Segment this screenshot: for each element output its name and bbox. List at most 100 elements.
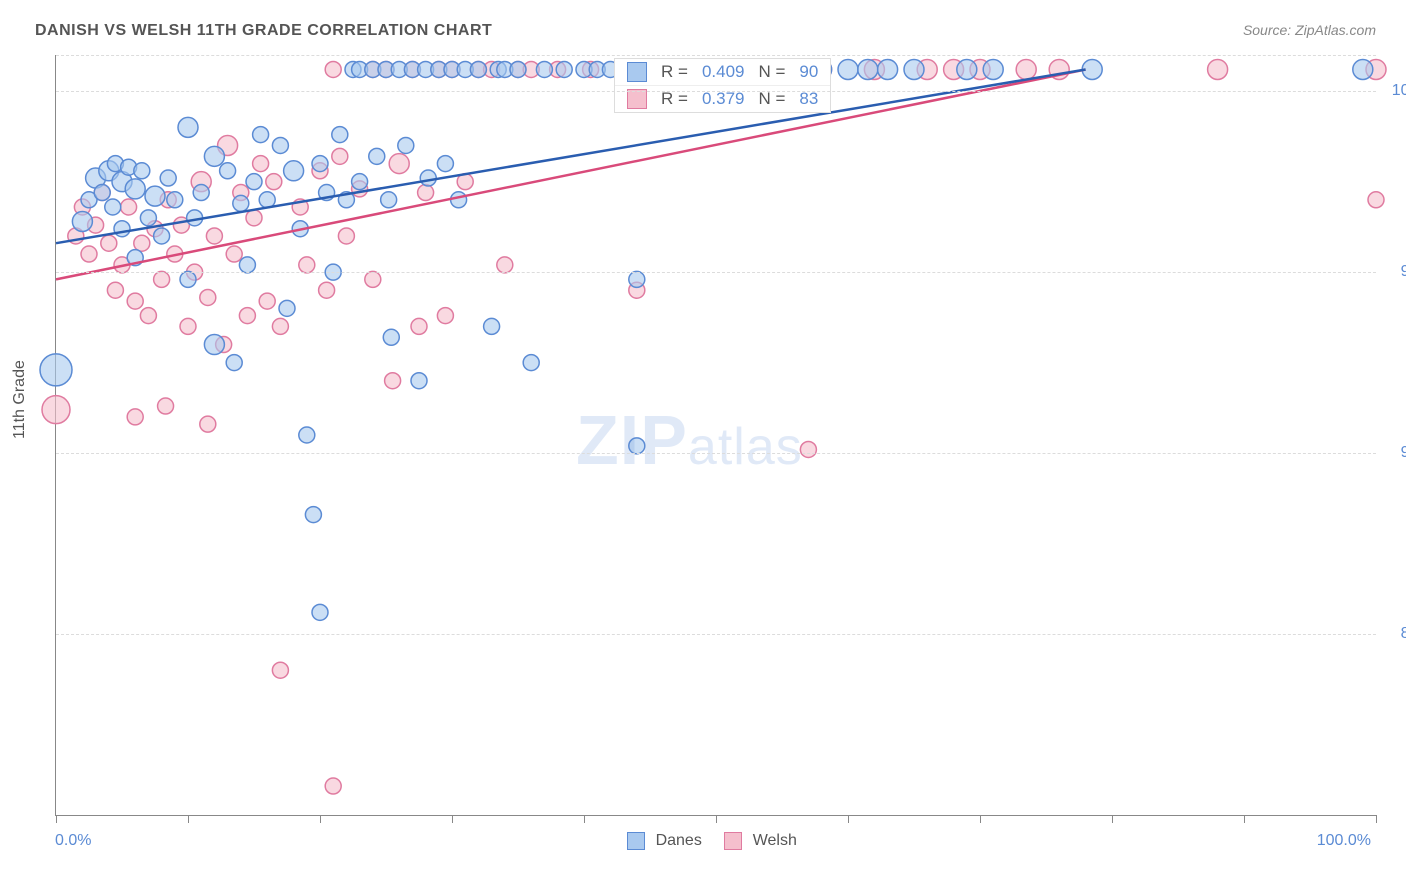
danes-point: [858, 59, 878, 79]
welsh-point: [127, 409, 143, 425]
y-tick-label: 100.0%: [1392, 82, 1406, 100]
welsh-point: [437, 308, 453, 324]
danes-point: [470, 61, 486, 77]
danes-point: [40, 354, 72, 386]
legend-danes-swatch-icon: [627, 832, 645, 850]
danes-point: [383, 329, 399, 345]
danes-point: [838, 59, 858, 79]
welsh-point: [332, 148, 348, 164]
danes-point: [167, 192, 183, 208]
danes-point: [160, 170, 176, 186]
danes-point: [437, 156, 453, 172]
gridline: [56, 272, 1376, 273]
danes-point: [299, 427, 315, 443]
welsh-point: [1016, 59, 1036, 79]
danes-point: [140, 210, 156, 226]
danes-point: [332, 127, 348, 143]
danes-r-value: 0.409: [702, 62, 745, 82]
correlation-row-welsh: R = 0.379 N = 83: [615, 85, 830, 112]
welsh-point: [272, 662, 288, 678]
danes-point: [279, 300, 295, 316]
legend-danes-label: Danes: [656, 832, 702, 849]
y-tick-label: 95.0%: [1401, 263, 1406, 281]
danes-point: [556, 61, 572, 77]
welsh-point: [272, 318, 288, 334]
welsh-point: [1208, 59, 1228, 79]
correlation-box: R = 0.409 N = 90 R = 0.379 N = 83: [614, 58, 831, 113]
source-label: Source: ZipAtlas.com: [1243, 22, 1376, 38]
chart-title: DANISH VS WELSH 11TH GRADE CORRELATION C…: [35, 22, 492, 40]
welsh-point: [200, 416, 216, 432]
danes-point: [114, 221, 130, 237]
danes-point: [629, 271, 645, 287]
x-tick: [188, 815, 189, 823]
danes-point: [246, 174, 262, 190]
r-label: R =: [661, 62, 688, 82]
legend-welsh-swatch-icon: [724, 832, 742, 850]
danes-point: [193, 185, 209, 201]
gridline: [56, 453, 1376, 454]
danes-point: [420, 170, 436, 186]
welsh-point: [107, 282, 123, 298]
welsh-point: [325, 61, 341, 77]
welsh-point: [319, 282, 335, 298]
welsh-point: [266, 174, 282, 190]
welsh-point: [411, 318, 427, 334]
danes-point: [983, 59, 1003, 79]
welsh-point: [154, 271, 170, 287]
danes-point: [381, 192, 397, 208]
welsh-point: [385, 373, 401, 389]
danes-point: [484, 318, 500, 334]
danes-swatch-icon: [627, 62, 647, 82]
plot-area: ZIPatlas R = 0.409 N = 90 R = 0.379 N = …: [55, 55, 1376, 816]
danes-point: [411, 373, 427, 389]
danes-point: [312, 156, 328, 172]
welsh-point: [1368, 192, 1384, 208]
danes-point: [239, 257, 255, 273]
danes-point: [226, 355, 242, 371]
danes-point: [204, 146, 224, 166]
y-tick-label: 90.0%: [1401, 444, 1406, 462]
welsh-point: [325, 778, 341, 794]
danes-point: [272, 137, 288, 153]
danes-point: [253, 127, 269, 143]
welsh-point: [365, 271, 381, 287]
x-tick: [320, 815, 321, 823]
welsh-point: [800, 441, 816, 457]
danes-point: [94, 185, 110, 201]
danes-point: [178, 117, 198, 137]
gridline: [56, 91, 1376, 92]
danes-point: [180, 271, 196, 287]
danes-point: [284, 161, 304, 181]
danes-point: [233, 195, 249, 211]
danes-point: [1353, 59, 1373, 79]
danes-point: [72, 211, 92, 231]
welsh-point: [253, 156, 269, 172]
welsh-point: [81, 246, 97, 262]
legend: Danes Welsh: [0, 832, 1406, 850]
welsh-point: [226, 246, 242, 262]
welsh-point: [127, 293, 143, 309]
danes-point: [312, 604, 328, 620]
danes-n-value: 90: [799, 62, 818, 82]
welsh-point: [206, 228, 222, 244]
chart-svg: [56, 55, 1376, 815]
danes-point: [878, 59, 898, 79]
x-tick: [716, 815, 717, 823]
danes-point: [134, 163, 150, 179]
welsh-point: [338, 228, 354, 244]
welsh-point: [259, 293, 275, 309]
x-tick: [56, 815, 57, 823]
y-tick-label: 85.0%: [1401, 625, 1406, 643]
gridline: [56, 634, 1376, 635]
danes-point: [105, 199, 121, 215]
danes-point: [154, 228, 170, 244]
welsh-point: [200, 289, 216, 305]
danes-point: [536, 61, 552, 77]
welsh-point: [42, 396, 70, 424]
welsh-point: [389, 154, 409, 174]
danes-point: [369, 148, 385, 164]
welsh-point: [239, 308, 255, 324]
welsh-point: [158, 398, 174, 414]
welsh-point: [134, 235, 150, 251]
